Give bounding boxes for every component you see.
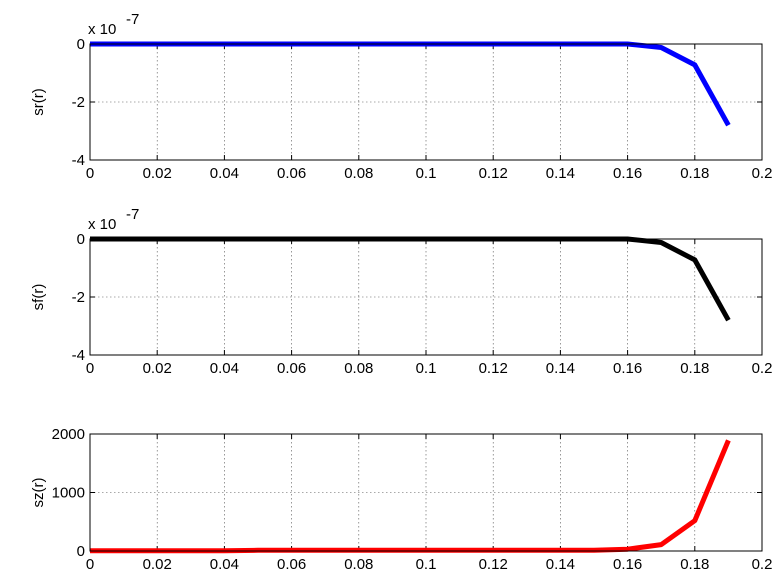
x-tick-label: 0.02	[143, 556, 172, 573]
x-tick-label: 0.04	[210, 360, 239, 377]
x-tick-label: 0.2	[752, 360, 773, 377]
x-tick-label: 0.18	[680, 360, 709, 377]
x-tick-label: 0.06	[277, 165, 306, 182]
x-tick-label: 0.12	[479, 556, 508, 573]
x-tick-label: 0	[86, 165, 94, 182]
x-tick-label: 0.12	[479, 360, 508, 377]
x-tick-label: 0.08	[344, 165, 373, 182]
x-tick-label: 0.18	[680, 165, 709, 182]
x-tick-label: 0.16	[613, 360, 642, 377]
x-tick-label: 0.08	[344, 360, 373, 377]
y-axis-label: sz(r)	[30, 478, 47, 508]
x-tick-label: 0.16	[613, 165, 642, 182]
x-tick-label: 0.14	[546, 360, 575, 377]
y-tick-label: 0	[77, 36, 85, 53]
subplot-1: 0 0.02 0.04 0.06 0.08 0.1 0.12 0.14 0.16 0.18 0.2 -…	[30, 11, 772, 182]
exponent-power: -7	[126, 11, 139, 28]
x-tick-label: 0.06	[277, 556, 306, 573]
y-tick-label: 2000	[52, 426, 85, 443]
x-tick-label: 0.04	[210, 165, 239, 182]
x-tick-label: 0.1	[416, 360, 437, 377]
y-tick-label: 1000	[52, 485, 85, 502]
axes-box	[89, 43, 763, 161]
x-tick-label: 0.14	[546, 556, 575, 573]
exponent-base: x 10	[88, 21, 116, 38]
x-tick-label: 0.1	[416, 165, 437, 182]
exponent-power: -7	[126, 206, 139, 223]
x-tick-label: 0.18	[680, 556, 709, 573]
x-tick-label: 0.1	[416, 556, 437, 573]
x-tick-label: 0.06	[277, 360, 306, 377]
y-tick-label: 0	[77, 231, 85, 248]
x-tick-label: 0.16	[613, 556, 642, 573]
x-tick-label: 0.2	[752, 165, 773, 182]
axes-box	[89, 433, 763, 552]
y-tick-label: -4	[72, 152, 85, 169]
y-tick-label: 0	[77, 543, 85, 560]
x-tick-label: 0.02	[143, 165, 172, 182]
y-axis-label: sf(r)	[30, 284, 47, 311]
y-tick-label: -2	[72, 94, 85, 111]
x-tick-label: 0.04	[210, 556, 239, 573]
subplot-3: 0 0.02 0.04 0.06 0.08 0.1 0.12 0.14 0.16 0.18 0.2 0…	[30, 426, 772, 573]
subplot-2: 0 0.02 0.04 0.06 0.08 0.1 0.12 0.14 0.16 0.18 0.2 -…	[30, 206, 772, 377]
y-tick-label: -4	[72, 347, 85, 364]
y-tick-label: -2	[72, 289, 85, 306]
y-axis-label: sr(r)	[30, 88, 47, 115]
exponent-base: x 10	[88, 216, 116, 233]
x-tick-label: 0.02	[143, 360, 172, 377]
x-tick-label: 0	[86, 360, 94, 377]
x-tick-label: 0	[86, 556, 94, 573]
axes-box	[89, 238, 763, 356]
x-tick-label: 0.12	[479, 165, 508, 182]
x-tick-label: 0.2	[752, 556, 773, 573]
x-tick-label: 0.14	[546, 165, 575, 182]
x-tick-label: 0.08	[344, 556, 373, 573]
